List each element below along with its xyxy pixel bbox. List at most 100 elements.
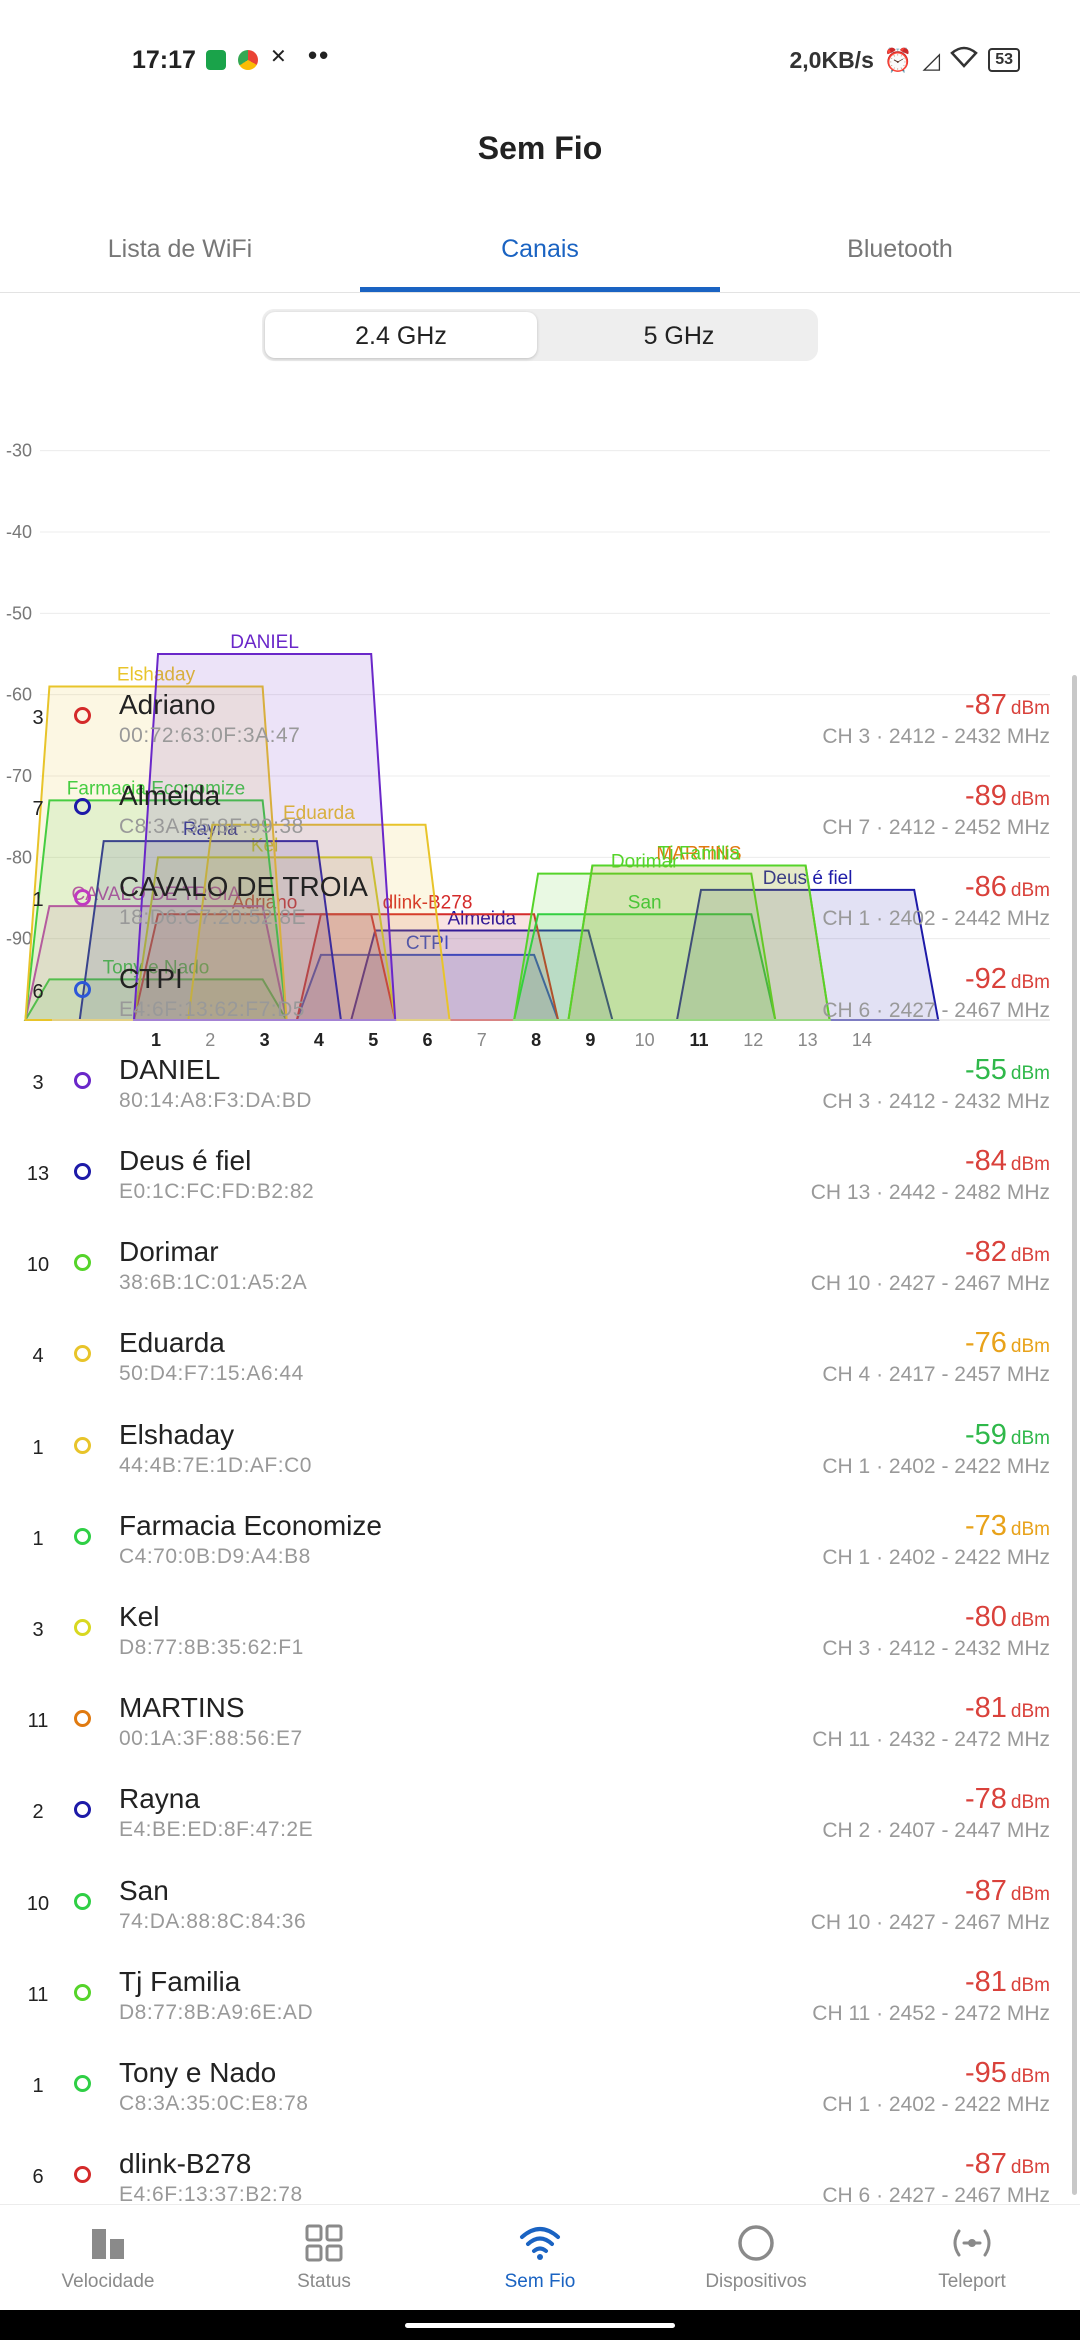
channel-frequency: CH 6 · 2427 - 2467 MHz (822, 2184, 1050, 2208)
network-row[interactable]: 4 Eduarda 50:D4:F7:15:A6:44 -76 dBm CH 4 · 24… (0, 1305, 1060, 1396)
network-ssid: Tj Familia (119, 1965, 241, 1997)
network-row[interactable]: 6 CTPI E4:6F:13:62:F7:D5 -92 dBm CH 6 · 2427 … (0, 941, 1060, 1032)
signal-strength: -86 dBm (965, 871, 1050, 904)
network-ssid: Almeida (119, 780, 221, 812)
clock: 17:17 (132, 46, 196, 74)
trace-label: dlink-B278 (383, 892, 473, 913)
x-tick-label: 5 (368, 1030, 378, 1050)
signal-unit: dBm (1010, 698, 1050, 719)
signal-strength: -55 dBm (965, 1054, 1050, 1087)
network-color-dot (74, 1710, 91, 1728)
nav-sem-fio[interactable]: Sem Fio (432, 2205, 648, 2311)
tab-channels[interactable]: Canais (360, 210, 720, 292)
band-2-4ghz-button[interactable]: 2.4 GHz (265, 312, 537, 358)
nav-dispositivos[interactable]: Dispositivos (648, 2205, 864, 2311)
network-color-dot (74, 1254, 91, 1272)
signal-value: -73 (965, 1509, 1007, 1542)
channel-number: 1 (32, 1436, 44, 1459)
battery-icon: 53 (988, 48, 1020, 72)
network-row[interactable]: 10 Dorimar 38:6B:1C:01:A5:2A -82 dBm CH 10 · … (0, 1214, 1060, 1305)
signal-value: -78 (965, 1783, 1007, 1816)
network-row[interactable]: 3 DANIEL 80:14:A8:F3:DA:BD -55 dBm CH 3 · 241… (0, 1032, 1060, 1123)
network-color-dot (74, 1163, 91, 1180)
nav-status[interactable]: Status (216, 2205, 432, 2311)
network-mac: 38:6B:1C:01:A5:2A (119, 1271, 308, 1295)
channel-frequency: CH 1 · 2402 - 2422 MHz (822, 2093, 1050, 2116)
channel-frequency: CH 3 · 2412 - 2432 MHz (822, 1637, 1050, 1660)
signal-unit: dBm (1010, 1062, 1050, 1084)
home-indicator[interactable] (405, 2323, 675, 2328)
trace-label: Tony e Nado (103, 957, 210, 978)
bottom-navigation: Velocidade Status Sem Fio Dispositivos T… (0, 2204, 1080, 2311)
network-color-dot (74, 1527, 91, 1545)
channel-number: 1 (32, 2075, 44, 2097)
trace-label: CTPI (406, 933, 449, 954)
y-tick-label: -50 (6, 603, 32, 623)
network-row[interactable]: 2 Rayna E4:BE:ED:8F:47:2E -78 dBm CH 2 · 2407… (0, 1761, 1060, 1852)
page-title: Sem Fio (477, 130, 603, 166)
network-mac: D8:77:8B:A9:6E:AD (119, 2000, 314, 2024)
x-tick-label: 8 (531, 1030, 541, 1050)
channel-number: 3 (32, 1619, 44, 1641)
signal-value: -86 (965, 871, 1007, 904)
network-row[interactable]: 1 CAVALO DE TROIA 18:D6:C7:20:52:8E -86 dBm C… (0, 849, 1060, 940)
signal-unit: dBm (1010, 1701, 1050, 1723)
nav-velocidade[interactable]: Velocidade (0, 2205, 216, 2311)
signal-unit: dBm (1010, 1792, 1050, 1814)
network-mac: C4:70:0B:D9:A4:B8 (119, 1544, 311, 1568)
network-row[interactable]: 10 San 74:DA:88:8C:84:36 -87 dBm CH 10 · 2427… (0, 1853, 1060, 1944)
channel-number: 10 (26, 1254, 50, 1277)
nav-teleport[interactable]: Teleport (864, 2205, 1080, 2311)
network-mac: D8:77:8B:35:62:F1 (119, 1636, 304, 1659)
signal-strength: -80 dBm (965, 1601, 1050, 1634)
network-row[interactable]: 3 Adriano 00:72:63:0F:3A:47 -87 dBm CH 3 · 24… (0, 667, 1060, 758)
trace-label: San (628, 892, 662, 913)
network-ssid: Eduarda (119, 1327, 225, 1359)
network-color-dot (74, 1436, 91, 1454)
network-mac: 00:1A:3F:88:56:E7 (119, 1727, 303, 1751)
tab-bluetooth[interactable]: Bluetooth (847, 235, 953, 263)
nav-label: Velocidade (61, 2271, 155, 2292)
network-mac: 18:D6:C7:20:52:8E (119, 906, 307, 930)
signal-unit: dBm (1010, 1883, 1050, 1905)
scrollbar[interactable] (1072, 675, 1077, 2195)
signal-value: -81 (965, 1692, 1007, 1725)
signal-strength: -82 dBm (965, 1236, 1050, 1269)
channel-frequency: CH 10 · 2427 - 2467 MHz (810, 1910, 1050, 1934)
channel-frequency: CH 1 · 2402 - 2442 MHz (822, 907, 1050, 931)
channel-number: 3 (32, 1071, 44, 1094)
x-tick-label: 12 (743, 1030, 763, 1050)
network-row[interactable]: 6 dlink-B278 E4:6F:13:37:B2:78 -87 dBm CH 6 ·… (0, 2126, 1060, 2217)
network-row[interactable]: 3 Kel D8:77:8B:35:62:F1 -80 dBm CH 3 · 2412 -… (0, 1579, 1060, 1670)
network-row[interactable]: 1 Tony e Nado C8:3A:35:0C:E8:78 -95 dBm CH 1 … (0, 2035, 1060, 2126)
trace-label: Farmacia Economize (67, 778, 245, 799)
network-row[interactable]: 11 MARTINS 00:1A:3F:88:56:E7 -81 dBm CH 11 · … (0, 1670, 1060, 1761)
trace-label: DANIEL (230, 632, 299, 653)
network-color-dot (74, 707, 91, 724)
tab-wifi-list[interactable]: Lista de WiFi (107, 235, 253, 263)
nav-label: Dispositivos (705, 2271, 807, 2292)
channel-frequency: CH 7 · 2412 - 2452 MHz (822, 816, 1050, 840)
channel-frequency: CH 10 · 2427 - 2467 MHz (810, 1272, 1050, 1296)
band-5ghz-button[interactable]: 5 GHz (643, 322, 715, 350)
network-color-dot (74, 889, 91, 907)
network-row[interactable]: 7 Almeida C8:3A:35:8F:99:38 -89 dBm CH 7 · 24… (0, 758, 1060, 849)
signal-strength: -92 dBm (965, 963, 1050, 996)
channel-number: 11 (27, 1983, 49, 2006)
network-row[interactable]: 13 Deus é fiel E0:1C:FC:FD:B2:82 -84 dBm CH 1… (0, 1123, 1060, 1214)
app-notification-icon: ✕ (270, 46, 287, 68)
network-row[interactable]: 1 Elshaday 44:4B:7E:1D:AF:C0 -59 dBm CH 1 · 2… (0, 1397, 1060, 1488)
network-row[interactable]: 1 Farmacia Economize C4:70:0B:D9:A4:B8 -73 d… (0, 1488, 1060, 1579)
signal-strength: -78 dBm (965, 1783, 1050, 1816)
network-row[interactable]: 11 Tj Familia D8:77:8B:A9:6E:AD -81 dBm CH 11… (0, 1944, 1060, 2035)
more-notifications-icon: •• (308, 40, 331, 70)
channel-number: 11 (27, 1710, 49, 1733)
trace-label: Dorimar (611, 852, 679, 873)
channel-number: 1 (32, 1527, 44, 1550)
signal-strength: -87 dBm (965, 1875, 1050, 1908)
nav-label: Sem Fio (504, 2271, 576, 2292)
network-ssid: Elshaday (119, 1418, 235, 1450)
y-tick-label: -80 (6, 847, 32, 867)
signal-unit: dBm (1010, 1245, 1050, 1267)
network-ssid: Dorimar (119, 1236, 219, 1268)
